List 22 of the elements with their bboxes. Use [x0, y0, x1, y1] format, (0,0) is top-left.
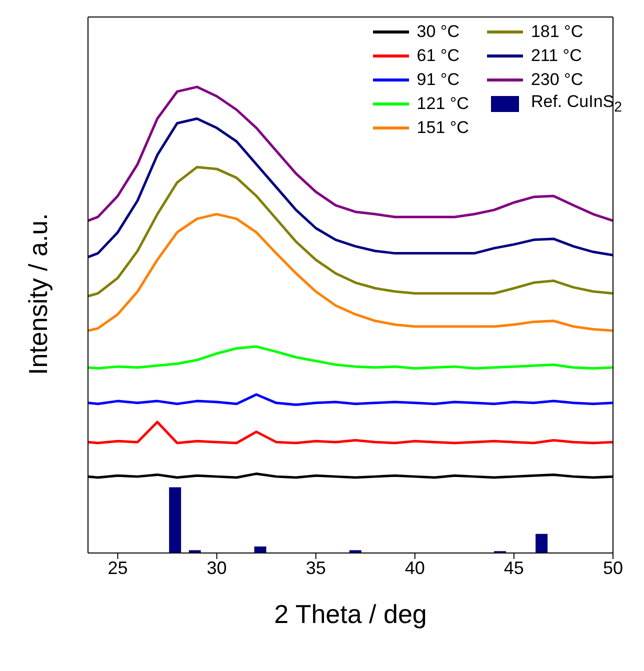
legend-label: 230 °C — [530, 70, 584, 90]
bar — [536, 534, 548, 553]
legend-label: 211 °C — [530, 46, 582, 66]
legend-label: 61 °C — [416, 46, 460, 66]
bar — [254, 546, 266, 553]
bar — [349, 550, 362, 553]
legend-label: 30 °C — [416, 22, 460, 42]
x-tick-label: 25 — [108, 558, 128, 578]
bar — [169, 487, 182, 553]
legend-label: 121 °C — [416, 94, 469, 114]
x-tick-label: 30 — [206, 558, 227, 578]
x-axis-title: 2 Theta / deg — [274, 599, 427, 629]
legend-label: 91 °C — [416, 70, 460, 90]
y-axis-title: Intensity / a.u. — [23, 213, 54, 375]
legend-label: 151 °C — [416, 118, 469, 138]
legend-label: Ref. CuInS$_{2}$ — [530, 92, 622, 116]
x-tick-label: 40 — [404, 558, 425, 578]
x-tick-label: 35 — [306, 558, 326, 578]
bar — [188, 550, 201, 553]
legend-label: 181 °C — [530, 22, 584, 42]
x-tick-label: 50 — [602, 558, 624, 578]
x-tick-label: 45 — [504, 558, 524, 578]
